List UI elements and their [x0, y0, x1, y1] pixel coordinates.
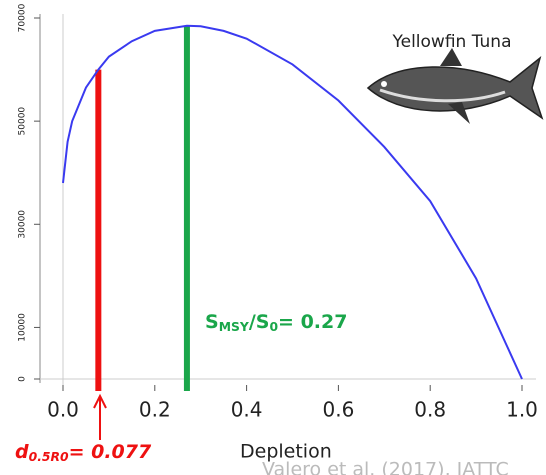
species-label: Yellowfin Tuna [392, 32, 512, 52]
fish-icon [366, 48, 544, 124]
marker-label: SMSY/S0= 0.27 [205, 311, 347, 334]
label-part: = 0.27 [278, 311, 347, 333]
label-part: d [15, 441, 29, 463]
label-part: /S [249, 311, 270, 333]
citation: Valero et al. (2017), IATTC [262, 459, 509, 475]
y-tick-label: 10000 [18, 313, 28, 342]
y-tick-label: 70000 [18, 3, 28, 32]
marker-label: d0.5R0= 0.077 [15, 441, 152, 464]
x-tick-label: 0.0 [47, 398, 79, 422]
x-axis-title: Depletion [240, 441, 332, 463]
series-line [62, 24, 523, 380]
label-part: = 0.077 [69, 441, 152, 463]
x-tick-label: 0.2 [139, 398, 171, 422]
x-tick-label: 1.0 [506, 398, 538, 422]
subscript: 0.5R0 [29, 450, 69, 464]
subscript: 0 [269, 320, 278, 334]
x-tick-label: 0.6 [322, 398, 354, 422]
y-tick-label: 30000 [18, 210, 28, 239]
subscript: MSY [219, 320, 250, 334]
x-tick-label: 0.4 [231, 398, 263, 422]
label-part: S [205, 311, 219, 333]
arrow [93, 393, 107, 440]
y-tick-label: 50000 [18, 107, 28, 136]
x-tick-label: 0.8 [414, 398, 446, 422]
y-tick-label: 0 [18, 376, 28, 382]
